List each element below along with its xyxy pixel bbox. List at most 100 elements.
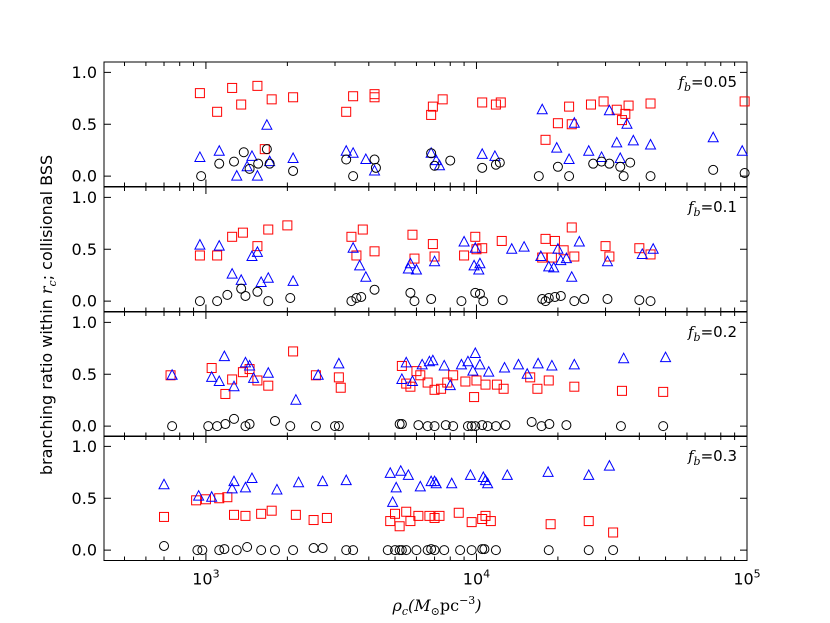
circle-point — [426, 148, 437, 159]
x-label-rho: ρ — [391, 596, 402, 615]
square-point — [266, 94, 277, 105]
triangle-point — [617, 352, 630, 364]
square-point — [252, 241, 263, 252]
triangle-point — [469, 241, 482, 253]
triangle-point — [542, 465, 554, 477]
x-tick-exponent: 4 — [483, 568, 490, 581]
circle-point — [236, 283, 247, 294]
y-tick-label: 0.5 — [72, 489, 97, 508]
panel-label-sub: b — [694, 455, 701, 468]
panel-label-f: f — [687, 323, 696, 341]
triangle-point — [194, 238, 206, 250]
circle-point — [238, 147, 249, 158]
triangle-point — [467, 364, 479, 376]
triangle-point — [474, 257, 486, 269]
square-point — [480, 379, 491, 390]
panel-label-f: f — [677, 73, 686, 91]
circle-point — [263, 296, 274, 307]
circle-point — [478, 296, 489, 307]
square-point — [335, 382, 346, 393]
circle-point — [192, 545, 203, 556]
square-point — [470, 231, 481, 242]
triangle-point — [213, 374, 226, 387]
panel-label: fb=0.3 — [687, 447, 737, 468]
panel-label-value: =0.3 — [701, 447, 737, 465]
circle-point — [194, 296, 205, 307]
square-point — [583, 516, 594, 527]
square-point — [237, 227, 248, 238]
triangle-point — [610, 136, 623, 148]
triangle-point — [340, 474, 353, 486]
triangle-point — [226, 482, 238, 494]
triangle-point — [271, 483, 283, 495]
square-point — [485, 516, 496, 527]
square-point — [427, 101, 438, 112]
square-point — [634, 243, 645, 254]
square-point — [437, 94, 448, 105]
circle-point — [229, 413, 240, 424]
square-point — [200, 494, 211, 505]
circle-point — [409, 296, 420, 307]
triangle-point — [192, 489, 205, 501]
y-tick-label: 0.0 — [72, 541, 97, 560]
circle-point — [222, 289, 233, 300]
square-point — [645, 249, 656, 260]
circle-point — [533, 171, 544, 182]
circle-point — [448, 421, 459, 432]
circle-point — [429, 545, 440, 556]
circle-point — [564, 171, 575, 182]
circle-point — [317, 543, 328, 554]
circle-point — [252, 286, 263, 297]
triangle-point — [239, 481, 252, 493]
circle-point — [214, 158, 225, 169]
triangle-point — [521, 367, 534, 379]
square-point — [429, 384, 440, 395]
panel-frame — [103, 311, 748, 437]
square-point — [616, 385, 627, 396]
circle-point — [500, 420, 511, 431]
circle-point — [540, 296, 551, 307]
circle-point — [229, 156, 240, 167]
panel-1: 0.0 0.5 1.0 fb=0.05 — [72, 61, 750, 187]
y-tick-label: 0.0 — [72, 417, 97, 436]
square-point — [321, 512, 332, 523]
circle-point — [429, 421, 440, 432]
square-point — [308, 515, 319, 526]
triangle-point — [603, 459, 616, 471]
square-point — [194, 88, 205, 99]
circle-point — [645, 296, 656, 307]
triangle-point — [501, 468, 514, 480]
circle-point — [618, 171, 629, 182]
square-point — [369, 246, 380, 257]
circle-point — [396, 545, 407, 556]
square-point — [220, 388, 231, 399]
square-point — [413, 510, 424, 521]
square-point — [212, 250, 223, 261]
square-point — [585, 99, 596, 110]
triangle-point — [246, 149, 258, 161]
y-axis-label-text: branching ratio within — [37, 294, 56, 475]
y-axis-label: branching ratio within rc; collisional B… — [37, 155, 59, 475]
square-point — [288, 92, 299, 103]
circle-point — [285, 421, 296, 432]
triangle-point — [347, 146, 359, 158]
panel-label-f: f — [687, 198, 696, 216]
triangle-point — [427, 354, 439, 366]
triangle-point — [469, 346, 482, 358]
square-point — [415, 370, 426, 381]
triangle-point — [213, 144, 226, 156]
triangle-point — [333, 357, 345, 369]
square-point — [540, 134, 551, 145]
circle-point — [269, 415, 280, 426]
x-label-open: (M — [408, 596, 431, 615]
square-point — [227, 231, 238, 242]
square-point — [532, 383, 543, 394]
triangle-point — [287, 151, 299, 163]
circle-point — [261, 144, 272, 155]
x-tick-labels: 103 104 105 — [192, 568, 760, 589]
square-point — [266, 505, 277, 516]
triangle-point — [406, 374, 419, 387]
circle-point — [625, 157, 636, 168]
x-label-sup: −3 — [459, 594, 475, 607]
